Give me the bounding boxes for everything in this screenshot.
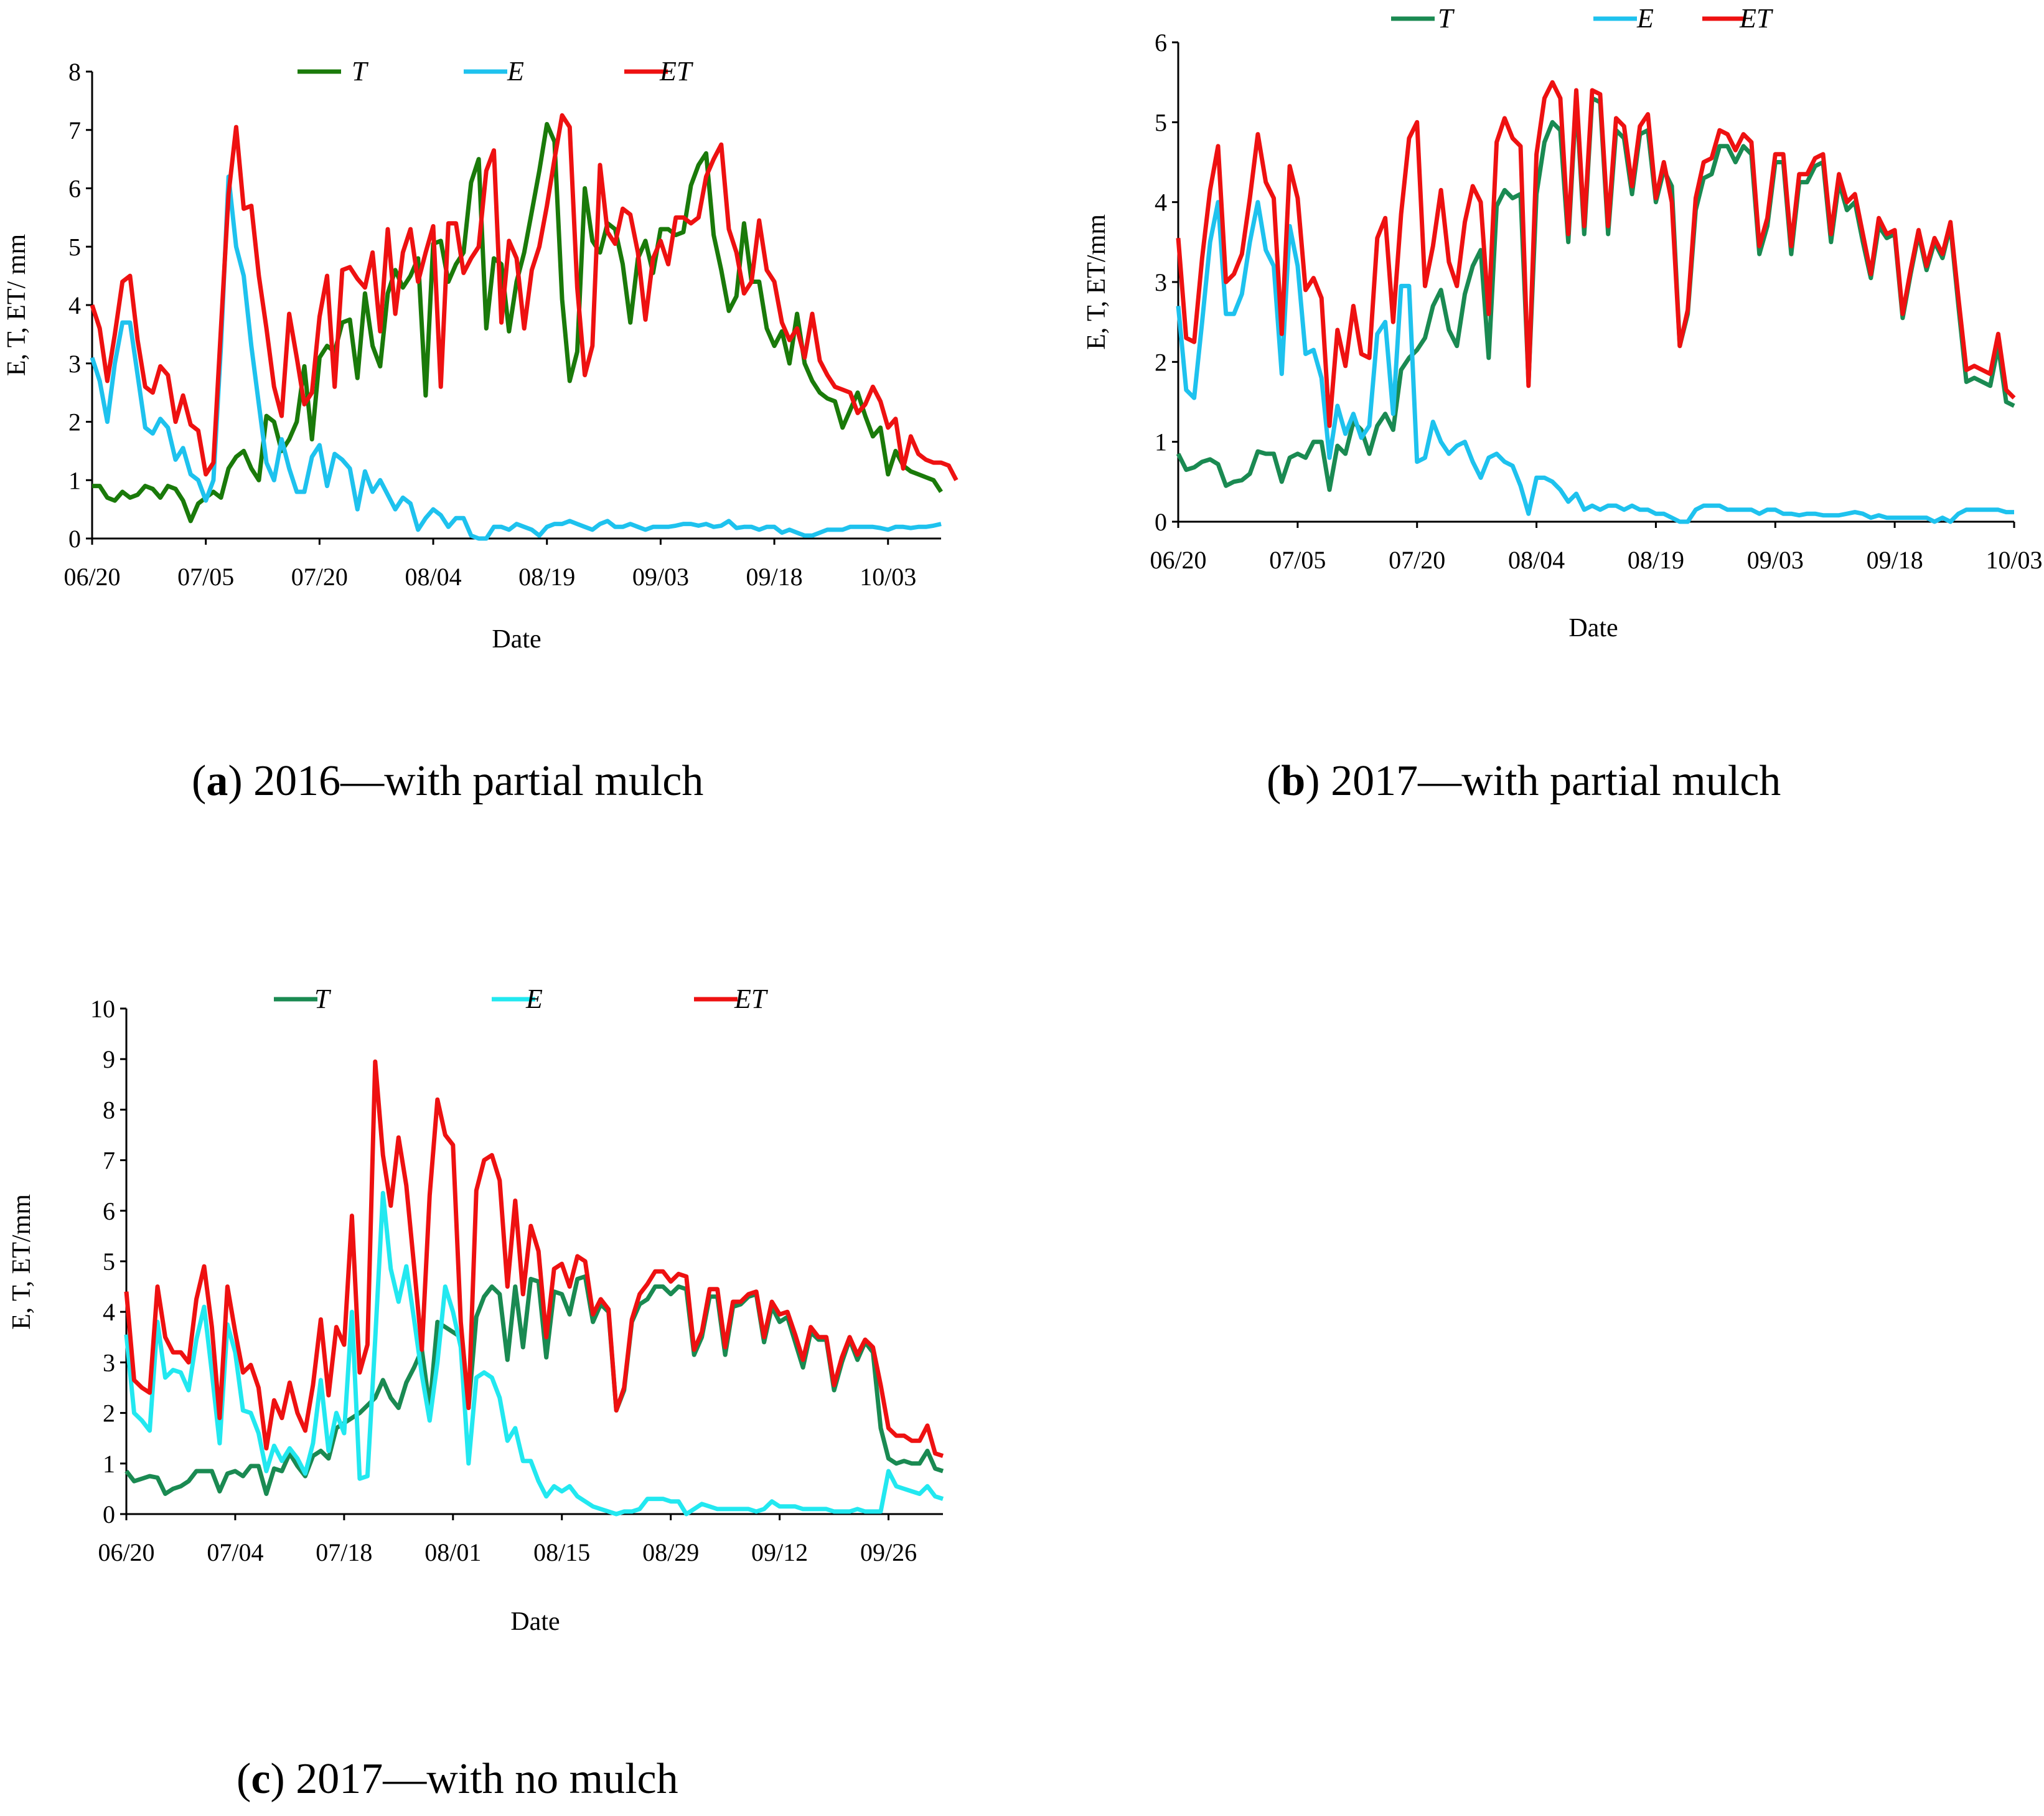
caption-letter: b [1281, 757, 1306, 805]
x-tick-label: 07/18 [316, 1538, 372, 1566]
y-axis-label: E, T, ET/mm [7, 1194, 36, 1330]
y-tick-label: 2 [1155, 348, 1167, 376]
x-tick-label: 07/04 [207, 1538, 263, 1566]
y-tick-label: 0 [68, 525, 81, 553]
y-tick-label: 7 [103, 1147, 115, 1175]
series-line-ET [124, 1059, 944, 1458]
series-line-E [1176, 200, 2014, 524]
x-axis-label: Date [510, 1607, 560, 1636]
y-tick-label: 3 [103, 1348, 115, 1376]
caption-letter: c [251, 1755, 271, 1803]
caption-letter: a [206, 757, 228, 805]
y-tick-label: 10 [90, 995, 115, 1023]
series-line-ET [1176, 80, 2016, 428]
y-tick-label: 5 [68, 233, 81, 261]
y-tick-label: 6 [68, 175, 81, 203]
x-tick-label: 08/01 [424, 1538, 481, 1566]
series-line-T [124, 1274, 944, 1496]
legend-label-T: T [352, 56, 369, 87]
x-tick-label: 07/05 [1269, 546, 1326, 574]
x-tick-label: 09/26 [860, 1538, 917, 1566]
y-tick-label: 4 [68, 291, 81, 319]
caption-text: 2017—with partial mulch [1320, 757, 1781, 805]
y-tick-label: 2 [68, 408, 81, 436]
x-tick-label: 10/03 [860, 563, 916, 591]
y-tick-label: 4 [1155, 189, 1167, 217]
x-tick-label: 08/04 [1508, 546, 1565, 574]
y-tick-label: 0 [1155, 508, 1167, 536]
y-tick-label: 3 [1155, 268, 1167, 296]
x-tick-label: 10/03 [1985, 546, 2042, 574]
y-tick-label: 1 [1155, 428, 1167, 456]
legend-label-T: T [1438, 3, 1455, 34]
legend-label-ET: ET [659, 56, 694, 87]
y-tick-label: 1 [103, 1450, 115, 1478]
x-tick-label: 08/04 [405, 563, 461, 591]
y-tick-label: 5 [103, 1248, 115, 1276]
caption-b: (b) 2017—with partial mulch [1267, 757, 1781, 805]
x-tick-label: 09/18 [1867, 546, 1923, 574]
x-tick-label: 06/20 [63, 563, 120, 591]
legend-label-T: T [314, 984, 332, 1014]
legend-label-ET: ET [734, 984, 769, 1014]
y-tick-label: 7 [68, 116, 81, 144]
x-tick-label: 08/19 [1628, 546, 1684, 574]
x-tick-label: 08/29 [642, 1538, 699, 1566]
y-tick-label: 6 [103, 1197, 115, 1225]
x-tick-label: 08/19 [518, 563, 575, 591]
y-tick-label: 8 [68, 58, 81, 86]
y-axis-label: E, T, ET/mm [1082, 214, 1111, 350]
y-axis-label: E, T, ET/ mm [2, 234, 31, 377]
legend-label-ET: ET [1739, 3, 1774, 34]
x-tick-label: 07/20 [1389, 546, 1445, 574]
legend-label-E: E [525, 984, 543, 1014]
x-tick-label: 09/18 [746, 563, 803, 591]
x-tick-label: 06/20 [98, 1538, 154, 1566]
x-tick-label: 08/15 [533, 1538, 590, 1566]
y-tick-label: 5 [1155, 108, 1167, 136]
x-tick-label: 09/12 [751, 1538, 808, 1566]
x-tick-label: 06/20 [1150, 546, 1206, 574]
y-tick-label: 9 [103, 1045, 115, 1073]
y-tick-label: 1 [68, 466, 81, 494]
caption-a: (a) 2016—with partial mulch [192, 757, 704, 805]
y-tick-label: 4 [103, 1298, 115, 1326]
y-tick-label: 3 [68, 350, 81, 378]
legend-label-E: E [507, 56, 524, 87]
x-tick-label: 07/05 [177, 563, 234, 591]
y-tick-label: 8 [103, 1096, 115, 1124]
x-axis-label: Date [492, 625, 541, 654]
x-axis-label: Date [1568, 614, 1618, 642]
y-tick-label: 6 [1155, 29, 1167, 57]
y-tick-label: 2 [103, 1400, 115, 1428]
series-line-E [124, 1190, 944, 1517]
y-tick-label: 0 [103, 1500, 115, 1528]
series-line-ET [90, 113, 959, 481]
caption-text: 2017—with no mulch [284, 1755, 678, 1803]
caption-text: 2016—with partial mulch [242, 757, 704, 805]
x-tick-label: 09/03 [1747, 546, 1804, 574]
x-tick-label: 07/20 [291, 563, 348, 591]
series-line-E [90, 174, 942, 541]
caption-c: (c) 2017—with no mulch [237, 1755, 678, 1803]
x-tick-label: 09/03 [632, 563, 689, 591]
legend-label-E: E [1636, 3, 1654, 34]
